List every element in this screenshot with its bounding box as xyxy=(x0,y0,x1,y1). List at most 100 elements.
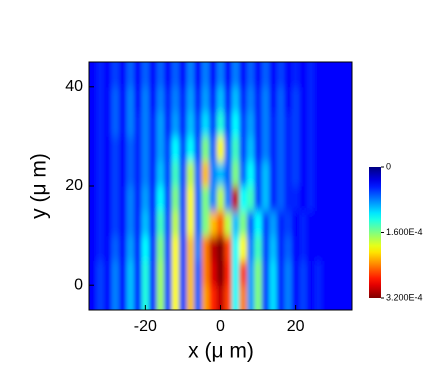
heatmap-cell xyxy=(126,260,135,286)
heatmap-cell xyxy=(329,111,338,137)
heatmap-cell xyxy=(254,186,263,212)
heatmap-cell xyxy=(179,161,188,187)
heatmap-cell xyxy=(126,62,135,88)
heatmap-cell xyxy=(269,235,278,261)
y-tick-label: 40 xyxy=(65,78,83,95)
heatmap-cell xyxy=(314,161,323,187)
heatmap-cell xyxy=(276,136,285,162)
heatmap-cell xyxy=(179,86,188,113)
heatmap-cell xyxy=(186,161,195,187)
heatmap-cell xyxy=(216,285,225,310)
heatmap-cell xyxy=(284,260,293,286)
heatmap-cell xyxy=(254,235,263,261)
heatmap-cell xyxy=(336,186,345,212)
heatmap-cell xyxy=(149,86,158,113)
heatmap-cell xyxy=(141,111,150,137)
heatmap-cell xyxy=(246,136,255,162)
heatmap-cell xyxy=(306,235,315,261)
heatmap-cell xyxy=(104,235,113,261)
colorbar-tick-label: 0 xyxy=(386,161,391,171)
heatmap-cell xyxy=(314,111,323,137)
heatmap-cell xyxy=(126,86,135,113)
heatmap-cell xyxy=(336,62,345,88)
heatmap-cell xyxy=(231,210,240,237)
heatmap-cell xyxy=(344,186,352,212)
heatmap-cell xyxy=(141,235,150,261)
heatmap-cell xyxy=(284,186,293,212)
heatmap-cell xyxy=(314,62,323,88)
heatmap-cell xyxy=(96,136,105,162)
heatmap-cell xyxy=(186,210,195,237)
heatmap-cell xyxy=(336,161,345,187)
heatmap-cell xyxy=(104,111,113,137)
heatmap-cell xyxy=(186,186,195,212)
heatmap-cell xyxy=(89,260,98,286)
heatmap-cell xyxy=(96,161,105,187)
heatmap-cell xyxy=(156,235,165,261)
heatmap-cell xyxy=(261,86,270,113)
heatmap-cell xyxy=(201,235,210,261)
heatmap-cell xyxy=(194,235,203,261)
heatmap-cell xyxy=(224,111,233,137)
heatmap-cell xyxy=(291,285,300,310)
heatmap-cell xyxy=(89,235,98,261)
heatmap-cell xyxy=(254,210,263,237)
heatmap-cell xyxy=(111,111,120,137)
heatmap-cell xyxy=(89,161,98,187)
heatmap-cell xyxy=(291,136,300,162)
heatmap-cell xyxy=(201,62,210,88)
heatmap-cell xyxy=(134,186,143,212)
heatmap-cell xyxy=(111,161,120,187)
heatmap-cell xyxy=(111,136,120,162)
heatmap-cell xyxy=(231,186,240,212)
heatmap-cell xyxy=(284,111,293,137)
heatmap-cell xyxy=(126,161,135,187)
heatmap-cell xyxy=(89,136,98,162)
heatmap-cell xyxy=(209,86,218,113)
heatmap-cell xyxy=(224,210,233,237)
heatmap-cell xyxy=(164,210,173,237)
heatmap-cell xyxy=(321,235,330,261)
heatmap-cell xyxy=(336,86,345,113)
heatmap-cell xyxy=(186,260,195,286)
heatmap-cell xyxy=(186,136,195,162)
heatmap-cell xyxy=(261,235,270,261)
heatmap-cell xyxy=(254,86,263,113)
heatmap-cell xyxy=(104,285,113,310)
heatmap-cell xyxy=(119,62,128,88)
heatmap-cell xyxy=(224,260,233,286)
heatmap-cell xyxy=(224,62,233,88)
heatmap-cell xyxy=(246,62,255,88)
heatmap-cell xyxy=(209,210,218,237)
heatmap-cell xyxy=(126,186,135,212)
heatmap-cell xyxy=(299,285,308,310)
heatmap-cell xyxy=(126,111,135,137)
heatmap-cell xyxy=(111,186,120,212)
heatmap-cell xyxy=(149,210,158,237)
heatmap-cell xyxy=(134,235,143,261)
heatmap-cell xyxy=(164,111,173,137)
colorbar-tick-label: 3.200E-4 xyxy=(386,292,423,302)
heatmap-cell xyxy=(329,161,338,187)
heatmap-cell xyxy=(216,235,225,261)
heatmap-cell xyxy=(134,210,143,237)
heatmap-cell xyxy=(194,62,203,88)
heatmap-cell xyxy=(209,62,218,88)
heatmap-cell xyxy=(224,186,233,212)
heatmap-cell xyxy=(186,62,195,88)
heatmap-cell xyxy=(314,285,323,310)
heatmap-cell xyxy=(134,111,143,137)
heatmap-cell xyxy=(321,161,330,187)
heatmap-cell xyxy=(246,285,255,310)
heatmap-cell xyxy=(141,136,150,162)
heatmap-cell xyxy=(246,161,255,187)
heatmap-cell xyxy=(336,111,345,137)
heatmap-cell xyxy=(276,260,285,286)
heatmap-cell xyxy=(284,136,293,162)
heatmap-cell xyxy=(149,161,158,187)
heatmap-cell xyxy=(336,210,345,237)
heatmap-cell xyxy=(156,86,165,113)
heatmap-cell xyxy=(156,111,165,137)
heatmap-cell xyxy=(344,136,352,162)
heatmap-cell xyxy=(164,62,173,88)
